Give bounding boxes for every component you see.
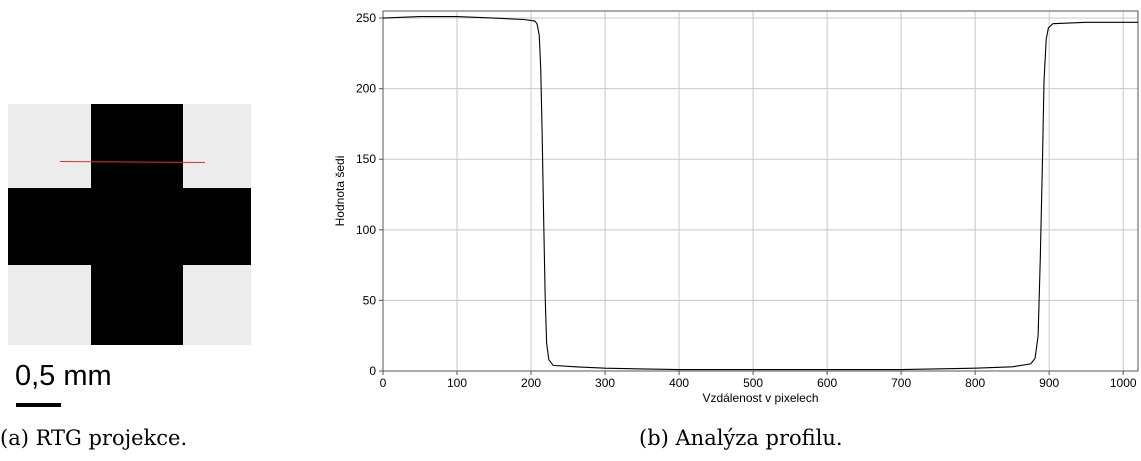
y-tick-label: 50: [363, 293, 377, 307]
x-tick-label: 200: [521, 376, 541, 390]
y-axis-label: Hodnota šedi: [333, 156, 347, 227]
y-tick-label: 0: [369, 364, 376, 378]
y-tick-label: 100: [356, 223, 376, 237]
plot-area-frame: [382, 10, 1139, 372]
x-axis-label: Vzdálenost v pixelech: [702, 391, 818, 405]
y-tick-label: 150: [356, 152, 376, 166]
x-tick-label: 600: [817, 376, 837, 390]
caption-profile: (b) Analýza profilu.: [639, 426, 843, 450]
x-tick-label: 500: [743, 376, 763, 390]
cross-horizontal-bar: [8, 188, 251, 265]
x-tick-label: 100: [447, 376, 467, 390]
x-tick-label: 900: [1039, 376, 1059, 390]
chart-grid: [383, 11, 1138, 371]
y-tick-label: 200: [356, 82, 376, 96]
x-tick-label: 700: [891, 376, 911, 390]
xray-projection-image: [8, 104, 251, 345]
profile-chart: 0 100 200 300 400 500 600 700 800 900 1000 0 50 100 15…: [333, 10, 1139, 405]
profile-series-line: [382, 16, 1138, 371]
x-tick-label: 400: [669, 376, 689, 390]
x-tick-label: 300: [595, 376, 615, 390]
x-tick-label: 1000: [1110, 376, 1137, 390]
y-tick-label: 250: [356, 11, 376, 25]
chart-ticks: 0 100 200 300 400 500 600 700 800 900 1000 0 50 100 15…: [356, 11, 1137, 390]
caption-xray: (a) RTG projekce.: [0, 426, 188, 450]
x-tick-label: 0: [380, 376, 387, 390]
scale-bar: [16, 403, 61, 407]
scale-bar-label: 0,5 mm: [15, 360, 112, 392]
x-tick-label: 800: [965, 376, 985, 390]
